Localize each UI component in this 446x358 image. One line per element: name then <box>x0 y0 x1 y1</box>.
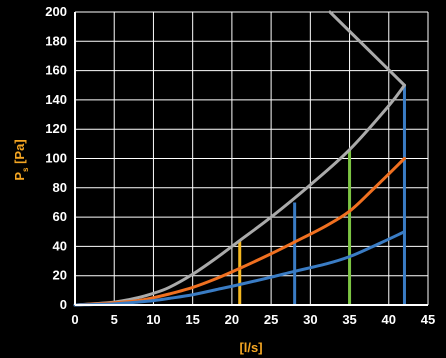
marker-lines <box>238 85 406 305</box>
y-tick-label: 160 <box>45 63 67 78</box>
x-tick-label: 20 <box>225 312 239 327</box>
y-tick-label: 180 <box>45 33 67 48</box>
y-tick-label: 20 <box>53 268 67 283</box>
y-axis-label-main: P <box>12 172 27 181</box>
y-tick-label: 60 <box>53 209 67 224</box>
y-tick-label: 40 <box>53 238 67 253</box>
x-tick-label: 45 <box>421 312 435 327</box>
x-tick-label: 25 <box>264 312 278 327</box>
series-line <box>73 157 406 307</box>
x-tick-label: 10 <box>146 312 160 327</box>
x-tick-label: 40 <box>382 312 396 327</box>
x-tick-label: 15 <box>185 312 199 327</box>
y-axis-label-sub: s <box>21 167 30 172</box>
y-axis-label: Ps [Pa] <box>12 139 30 180</box>
y-tick-label: 0 <box>60 297 67 312</box>
x-tick-labels: 0 5 10 15 20 25 30 35 40 45 <box>71 312 435 327</box>
y-tick-label: 140 <box>45 92 67 107</box>
series-line <box>73 230 406 307</box>
series-line <box>328 10 406 87</box>
y-tick-label: 80 <box>53 180 67 195</box>
y-tick-label: 200 <box>45 4 67 19</box>
y-tick-label: 100 <box>45 151 67 166</box>
x-tick-label: 5 <box>111 312 118 327</box>
y-tick-labels: 0 20 40 60 80 100 120 140 160 180 200 <box>45 4 67 312</box>
y-tick-label: 120 <box>45 121 67 136</box>
axes <box>74 12 428 306</box>
grid <box>75 11 429 305</box>
series-lines <box>73 10 406 307</box>
x-tick-label: 35 <box>342 312 356 327</box>
x-tick-label: 0 <box>71 312 78 327</box>
x-axis-label: [l/s] <box>239 340 262 355</box>
y-axis-label-unit: [Pa] <box>12 139 27 167</box>
series-line <box>73 83 406 307</box>
x-tick-label: 30 <box>303 312 317 327</box>
